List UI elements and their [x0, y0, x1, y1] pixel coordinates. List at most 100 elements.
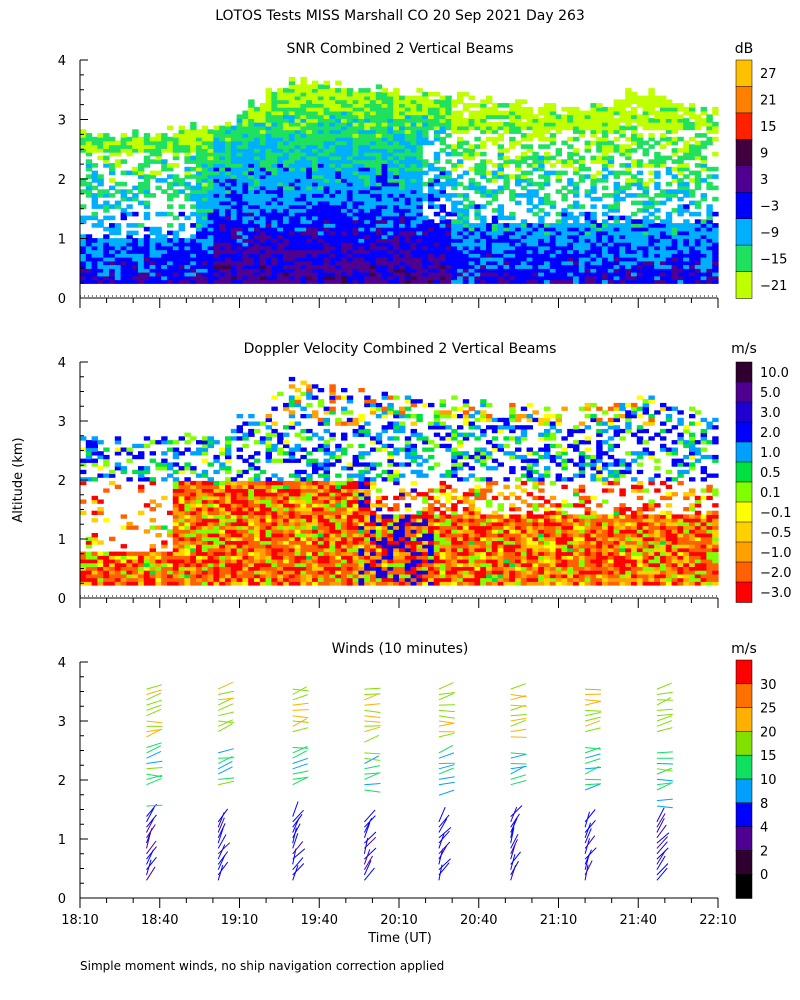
snr-cell [671, 193, 678, 198]
snr-cell [393, 230, 400, 236]
snr-cell [462, 204, 470, 209]
snr-cell [387, 95, 394, 101]
snr-cell [109, 230, 116, 236]
snr-cell [190, 144, 197, 149]
snr-cell [317, 234, 325, 239]
snr-cell [346, 200, 354, 206]
snr-cell [364, 241, 371, 247]
snr-cell [155, 271, 162, 277]
doppler-cell [97, 570, 104, 575]
snr-cell [636, 268, 644, 273]
snr-cell [660, 193, 667, 198]
snr-cell [248, 99, 255, 104]
snr-cell [509, 159, 516, 164]
snr-cell [358, 264, 365, 269]
snr-cell [294, 148, 301, 153]
snr-cell [631, 181, 638, 187]
doppler-cell [213, 551, 220, 556]
snr-cell [526, 271, 533, 277]
snr-cell [462, 103, 470, 108]
snr-cell [520, 268, 528, 273]
snr-cell [346, 166, 354, 172]
snr-cell [364, 144, 371, 149]
snr-cell [619, 129, 626, 134]
snr-cell [712, 230, 719, 236]
doppler-cell [236, 570, 243, 575]
snr-cell [404, 181, 412, 187]
doppler-cell [213, 440, 220, 445]
snr-cell [352, 241, 359, 247]
snr-cell [254, 264, 261, 269]
snr-cell [126, 253, 133, 258]
snr-cell [271, 159, 278, 164]
snr-cell [654, 260, 661, 266]
snr-cell [375, 189, 383, 194]
snr-cell [277, 140, 284, 146]
snr-cell [259, 238, 267, 243]
snr-cell [509, 256, 516, 262]
snr-cell [654, 174, 661, 179]
snr-cell [225, 230, 232, 236]
snr-cell [335, 211, 342, 217]
snr-cell [375, 91, 383, 97]
snr-cell [143, 249, 151, 254]
snr-cell [236, 223, 243, 228]
snr-cell [207, 208, 214, 213]
snr-cell [248, 200, 255, 206]
snr-cell [201, 200, 209, 206]
snr-cell [578, 271, 586, 277]
snr-cell [683, 271, 690, 277]
snr-cell [97, 249, 104, 254]
snr-cell [625, 88, 632, 93]
snr-cell [375, 271, 383, 277]
snr-cell [474, 275, 481, 281]
snr-cell [381, 226, 388, 232]
snr-cell [422, 256, 429, 262]
doppler-cell [80, 436, 87, 441]
snr-cell [462, 238, 470, 243]
snr-cell [602, 241, 609, 247]
doppler-cell [236, 436, 243, 441]
snr-cell [387, 129, 394, 134]
snr-cell [399, 110, 406, 116]
snr-cell [259, 245, 267, 251]
snr-cell [97, 178, 104, 183]
doppler-cell [178, 436, 185, 441]
snr-cell [700, 249, 707, 254]
doppler-cell [91, 495, 98, 501]
doppler-cell [196, 507, 203, 512]
snr-cell [677, 118, 684, 123]
snr-cell [364, 226, 371, 232]
snr-cell [143, 159, 151, 164]
snr-cell [341, 125, 348, 131]
snr-cell [433, 136, 441, 142]
snr-cell [671, 256, 678, 262]
snr-cell [248, 136, 255, 142]
snr-cell [312, 253, 319, 258]
snr-cell [555, 219, 562, 224]
snr-cell [294, 121, 301, 127]
snr-cell [462, 196, 470, 202]
snr-cell [538, 268, 545, 273]
snr-cell [149, 226, 156, 232]
snr-cell [631, 174, 638, 179]
snr-cell [254, 215, 261, 221]
snr-cell [259, 196, 267, 202]
snr-cell [428, 245, 435, 251]
doppler-cell [138, 451, 145, 456]
snr-cell [259, 181, 267, 187]
snr-cell [549, 103, 557, 108]
snr-cell [648, 91, 655, 97]
snr-cell [323, 241, 330, 247]
snr-cell [283, 121, 290, 127]
snr-cell [665, 211, 673, 217]
snr-cell [573, 275, 580, 281]
snr-cell [607, 163, 615, 168]
snr-cell [399, 253, 406, 258]
snr-cell [114, 159, 122, 164]
snr-cell [358, 256, 365, 262]
snr-cell [225, 170, 232, 176]
snr-cell [306, 211, 313, 217]
doppler-cell [242, 458, 249, 463]
snr-cell [346, 91, 354, 97]
